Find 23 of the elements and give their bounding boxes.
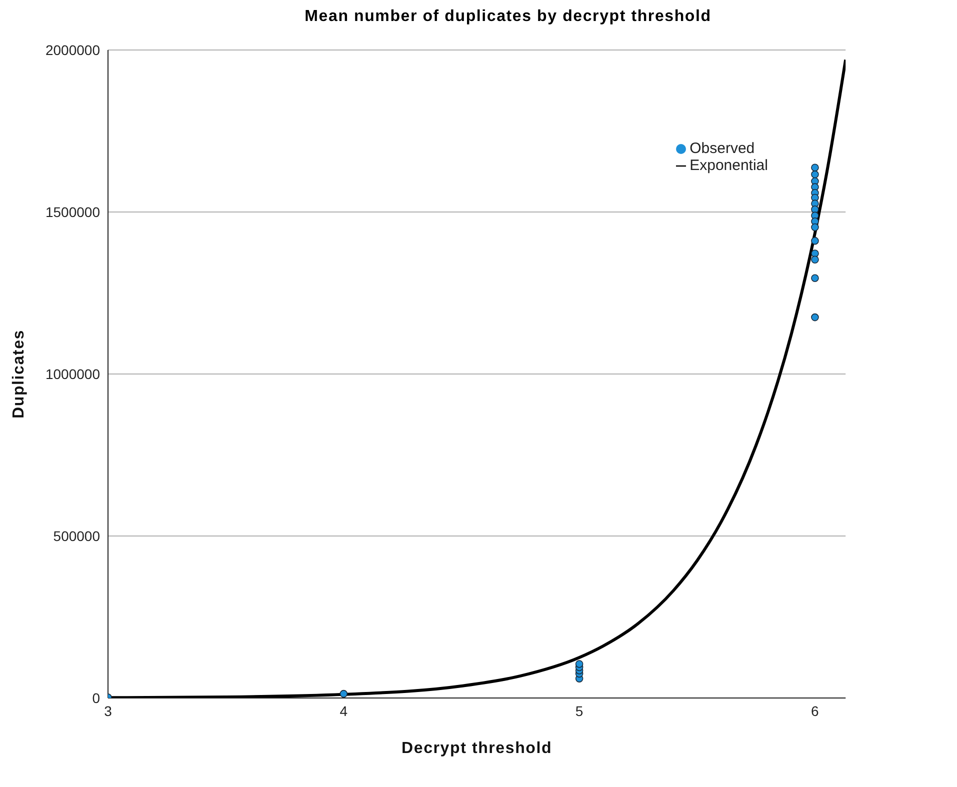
point	[811, 170, 819, 178]
legend-label: Observed	[690, 140, 755, 157]
x-tick-label: 4	[340, 702, 348, 719]
point	[811, 256, 819, 264]
chart-title: Mean number of duplicates by decrypt threshold	[304, 8, 712, 27]
point	[811, 274, 819, 282]
point	[811, 164, 819, 172]
x-axis-title: Decrypt threshold	[402, 740, 552, 757]
point	[811, 236, 819, 245]
x-tick-label: 6	[811, 702, 820, 719]
y-tick-label: 500000	[53, 528, 100, 544]
legend-label: Exponential	[690, 157, 768, 174]
y-axis-title: Duplicates	[10, 330, 28, 418]
point	[811, 313, 819, 322]
y-tick-label: 0	[92, 690, 100, 706]
point	[811, 223, 819, 232]
x-tick-label: 5	[575, 702, 584, 719]
point	[340, 690, 348, 698]
point	[575, 660, 584, 668]
y-tick-label: 2000000	[45, 42, 100, 58]
y-tick-label: 1500000	[45, 204, 100, 220]
x-tick-label: 3	[104, 702, 112, 719]
y-tick-label: 1000000	[45, 366, 100, 382]
